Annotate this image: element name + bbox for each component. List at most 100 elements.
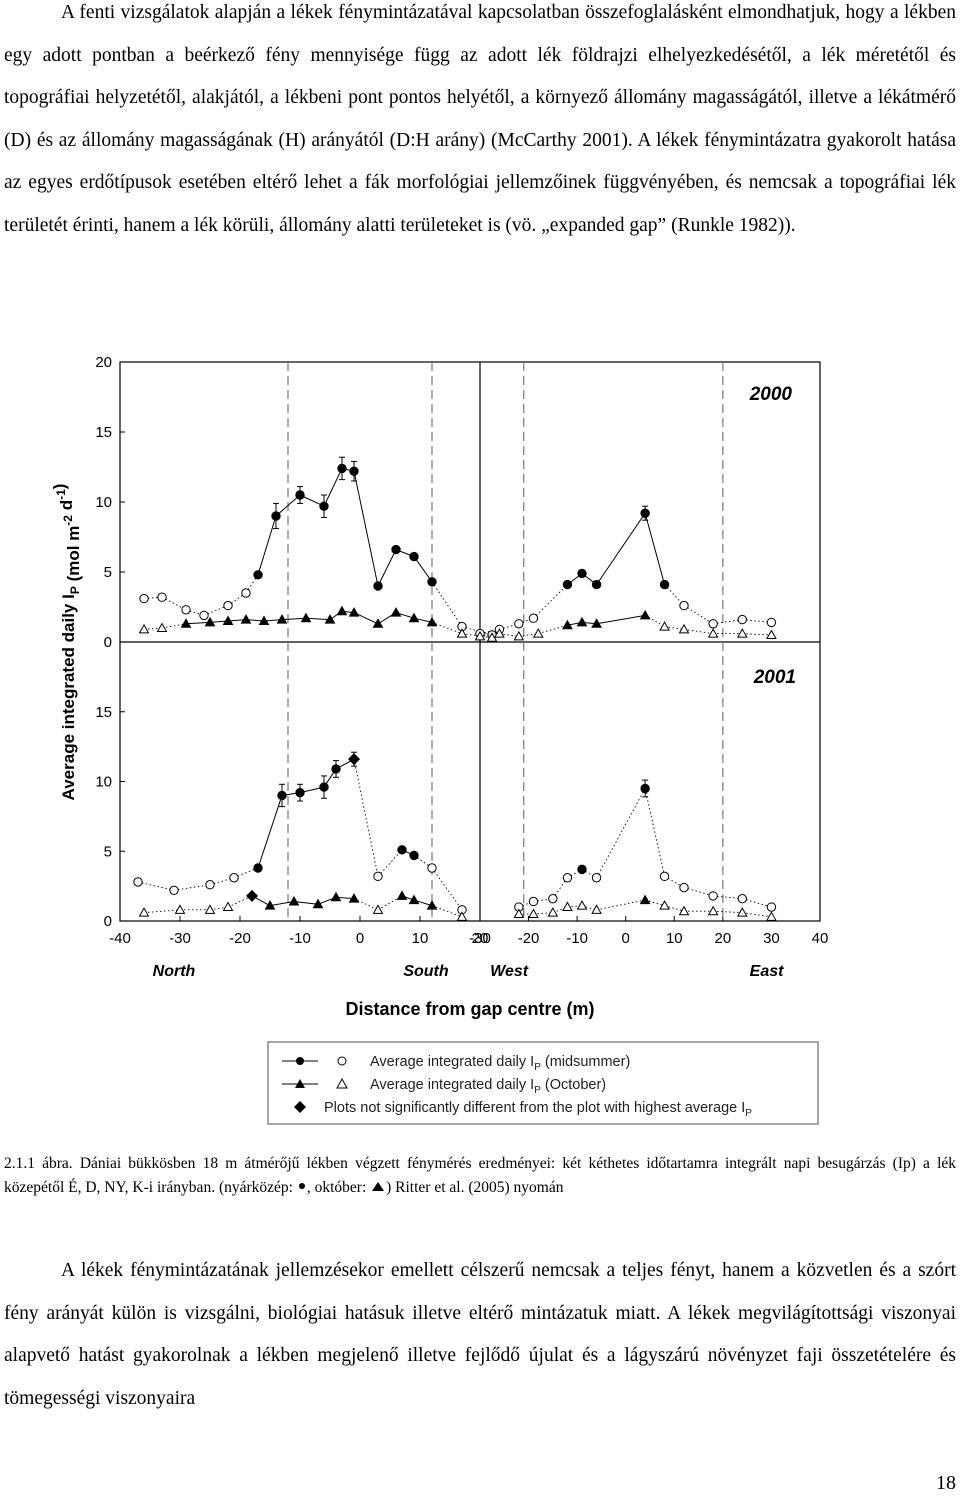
mid-series-segment (137, 881, 175, 891)
october-triangle-icon (372, 1182, 385, 1191)
midsummer-point (659, 579, 670, 590)
x-tick-label: -40 (109, 930, 131, 947)
oct-series-segment (538, 624, 568, 635)
midsummer-point (253, 863, 263, 873)
october-point (576, 900, 588, 910)
october-point (222, 901, 234, 912)
oct-series-segment (664, 626, 685, 630)
caption-part-1: 2.1.1 ábra. Dániai bükkösben 18 m átmérő… (4, 1155, 956, 1196)
midsummer-point (708, 619, 718, 629)
midsummer-point (737, 614, 747, 625)
oct-series-segment (645, 899, 665, 907)
mid-series-segment (644, 788, 666, 877)
direction-label: South (403, 963, 449, 980)
mid-series-segment (533, 584, 568, 619)
midsummer-diamond-point (348, 753, 360, 766)
mid-series-segment (257, 795, 283, 869)
october-point (258, 615, 270, 625)
october-point (659, 621, 670, 631)
direction-label: West (490, 963, 529, 980)
mid-series-segment (581, 868, 597, 879)
panel-2000-right (474, 362, 777, 642)
oct-series-segment (281, 617, 307, 621)
midsummer-point (577, 864, 587, 875)
midsummer-point (295, 490, 305, 500)
midsummer-point (640, 783, 650, 794)
panel-2000-left (138, 362, 498, 642)
mid-series-segment (413, 556, 433, 583)
midsummer-point (737, 893, 747, 904)
oct-series-segment (377, 895, 403, 911)
october-point (336, 605, 348, 616)
x-tick-label: 20 (715, 930, 732, 947)
oct-series-segment (305, 617, 331, 621)
y-tick-label: 15 (95, 704, 112, 721)
oct-series-segment (431, 905, 463, 918)
mid-series-segment (185, 609, 205, 616)
october-point (348, 893, 360, 903)
october-point (736, 628, 748, 638)
legend-text-sub: P (534, 1062, 541, 1073)
midsummer-point (548, 893, 558, 904)
october-point (300, 612, 312, 623)
x-tick-label: 0 (356, 930, 364, 947)
midsummer-point (181, 605, 191, 615)
y-tick-label: 10 (95, 494, 112, 511)
oct-series-segment (269, 900, 295, 907)
mid-series-segment (377, 849, 403, 877)
midsummer-point (349, 466, 359, 476)
y-tick-label: 5 (104, 843, 112, 860)
midsummer-point (295, 787, 305, 798)
midsummer-point (319, 501, 329, 511)
panel-2001-right (513, 642, 777, 921)
october-point (240, 614, 252, 624)
midsummer-point (514, 619, 524, 629)
year-label-2000: 2000 (749, 384, 793, 405)
legend-text: Plots not significantly different from t… (324, 1100, 752, 1119)
x-axis-label: Distance from gap centre (m) (345, 999, 594, 1019)
october-point (276, 614, 288, 624)
midsummer-point (373, 581, 383, 591)
y-tick-label: 15 (95, 424, 112, 441)
legend-text-main: Average integrated daily I (370, 1077, 534, 1093)
legend-text-main: Plots not significantly different from t… (324, 1100, 745, 1116)
midsummer-point (409, 551, 419, 562)
october-point (396, 890, 408, 900)
legend-marker-filled (295, 1079, 305, 1088)
october-point (408, 894, 420, 905)
x-tick-label: 40 (812, 930, 829, 947)
figure-caption: 2.1.1 ábra. Dániai bükkösben 18 m átmérő… (4, 1152, 956, 1200)
oct-series-segment (664, 905, 685, 912)
mid-series-segment (323, 468, 343, 507)
october-point (138, 623, 150, 634)
october-point (138, 907, 150, 917)
legend-box (267, 1041, 819, 1125)
x-tick-label: 0 (622, 930, 630, 947)
x-tick-label: -10 (566, 930, 588, 947)
october-point (528, 908, 539, 919)
x-tick-label: -30 (469, 930, 491, 947)
october-point (678, 905, 690, 916)
midsummer-point (397, 845, 407, 855)
x-tick-label: -30 (169, 930, 191, 947)
october-point (547, 907, 559, 917)
october-point (174, 904, 186, 914)
october-point (678, 623, 690, 634)
october-point (180, 618, 192, 628)
mid-series-segment (683, 887, 714, 897)
october-point (324, 614, 336, 624)
october-point (474, 630, 486, 641)
midsummer-point (640, 508, 650, 518)
october-point (513, 908, 525, 919)
october-point (222, 615, 234, 625)
october-point (312, 898, 324, 909)
october-point (426, 616, 438, 627)
y-axis-label-part: -2 (61, 515, 75, 526)
mid-series-segment (713, 895, 743, 900)
october-point (156, 622, 168, 632)
midsummer-point (271, 511, 281, 521)
mid-series-segment (431, 867, 463, 911)
october-point (707, 905, 719, 916)
midsummer-point (679, 600, 689, 611)
